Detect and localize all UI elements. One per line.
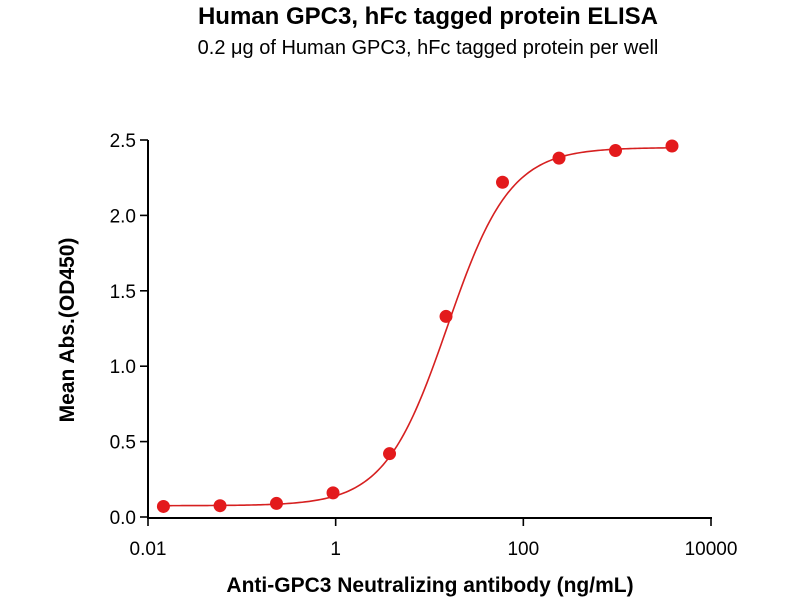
- x-axis: 0.01 1 100 10000: [130, 517, 738, 560]
- data-point: [213, 499, 227, 513]
- x-tick-label: 10000: [685, 539, 738, 560]
- y-tick-label: 0.5: [110, 433, 136, 454]
- y-tick-label: 2.0: [110, 206, 136, 227]
- data-points-layer: [156, 139, 679, 513]
- fit-curve: [163, 147, 673, 507]
- fit-curve-layer: [163, 147, 673, 507]
- data-point: [156, 499, 170, 513]
- data-point: [383, 447, 397, 461]
- data-point: [609, 144, 623, 158]
- x-tick-label: 100: [507, 539, 539, 560]
- data-point: [326, 486, 340, 500]
- y-tick-label: 2.5: [110, 131, 136, 152]
- x-axis-label: Anti-GPC3 Neutralizing antibody (ng/mL): [226, 574, 633, 597]
- y-tick-label: 1.0: [110, 357, 136, 378]
- data-point: [439, 309, 453, 323]
- chart-subtitle: 0.2 μg of Human GPC3, hFc tagged protein…: [198, 37, 659, 59]
- y-axis-label: Mean Abs.(OD450): [56, 238, 79, 423]
- data-point: [552, 151, 566, 165]
- y-axis: 0.0 0.5 1.0 1.5 2.0 2.5: [110, 131, 149, 529]
- chart-title: Human GPC3, hFc tagged protein ELISA: [198, 3, 658, 30]
- y-tick-label: 1.5: [110, 282, 136, 303]
- data-point: [665, 139, 679, 153]
- x-tick-label: 1: [330, 539, 341, 560]
- x-tick-label: 0.01: [130, 539, 167, 560]
- y-tick-label: 0.0: [110, 508, 136, 529]
- data-point: [496, 175, 510, 189]
- data-point: [269, 496, 283, 510]
